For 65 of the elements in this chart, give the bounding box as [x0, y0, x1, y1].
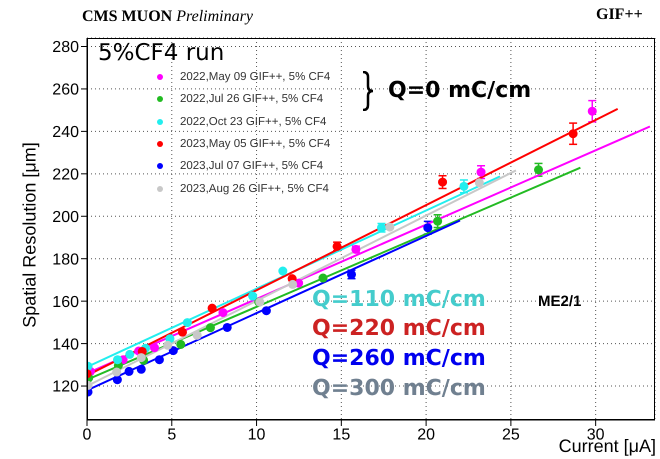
- legend-label: 2022,Jul 26 GIF++, 5% CF4: [180, 93, 324, 106]
- point: [222, 322, 232, 332]
- point: [168, 346, 178, 356]
- point: [433, 216, 442, 226]
- point: [218, 308, 228, 318]
- point: [318, 274, 328, 283]
- point: [113, 355, 122, 364]
- point: [150, 343, 159, 352]
- x-tick-label: 15: [332, 426, 350, 444]
- point: [163, 340, 172, 350]
- annotation: Q=220 mC/cm: [312, 316, 486, 341]
- annotation: Q=300 mC/cm: [312, 376, 486, 401]
- y-tick-label: 120: [52, 378, 80, 396]
- legend-label: 2023,Jul 07 GIF++, 5% CF4: [180, 160, 324, 172]
- point: [154, 355, 164, 364]
- point: [459, 182, 468, 191]
- point: [534, 165, 544, 174]
- point: [208, 304, 217, 313]
- y-tick-label: 200: [52, 208, 80, 226]
- point: [192, 330, 202, 340]
- legend-label: 2023,May 05 GIF++, 5% CF4: [180, 138, 330, 150]
- annotation: Q=110 mC/cm: [312, 287, 486, 312]
- y-tick-label: 180: [52, 251, 80, 268]
- point: [136, 353, 146, 362]
- x-tick-label: 25: [502, 426, 520, 444]
- y-tick-label: 140: [52, 336, 80, 354]
- point: [178, 328, 187, 337]
- point: [125, 350, 134, 359]
- annotation: Q=0 mC/cm: [388, 78, 532, 103]
- annotation: 5%CF4 run: [98, 40, 224, 66]
- point: [568, 129, 578, 138]
- x-tick-label: 10: [248, 426, 266, 444]
- point: [248, 292, 258, 301]
- y-tick-label: 220: [52, 166, 80, 184]
- point: [423, 223, 432, 232]
- point: [476, 168, 486, 177]
- point: [176, 340, 186, 349]
- point: [124, 366, 134, 376]
- x-tick-label: 5: [167, 426, 176, 444]
- y-tick-label: 160: [52, 294, 80, 311]
- y-axis-title: Spatial Resolution [μm]: [20, 142, 40, 328]
- point: [262, 306, 271, 316]
- point: [182, 318, 192, 328]
- chart-title: CMS MUON Preliminary: [82, 8, 253, 25]
- point: [112, 368, 122, 377]
- y-tick-label: 260: [52, 82, 80, 99]
- point: [112, 375, 122, 384]
- legend-label: 2022,Oct 23 GIF++, 5% CF4: [180, 116, 326, 128]
- point: [288, 280, 298, 289]
- annotation: ME2/1: [538, 293, 582, 310]
- point: [385, 222, 394, 232]
- point: [136, 364, 146, 374]
- legend-label: 2022,May 09 GIF++, 5% CF4: [180, 71, 330, 84]
- point: [278, 266, 288, 276]
- point: [474, 178, 484, 188]
- y-tick-label: 240: [52, 124, 80, 142]
- point: [438, 178, 448, 187]
- x-tick-label: 20: [417, 426, 436, 444]
- x-tick-label: 0: [82, 426, 92, 444]
- point: [588, 106, 597, 116]
- legend-label: 2023,Aug 26 GIF++, 5% CF4: [180, 182, 329, 195]
- y-tick-label: 280: [52, 39, 80, 56]
- point: [206, 323, 215, 332]
- text: GIF++: [596, 6, 643, 24]
- annotation: Q=260 mC/cm: [312, 346, 486, 371]
